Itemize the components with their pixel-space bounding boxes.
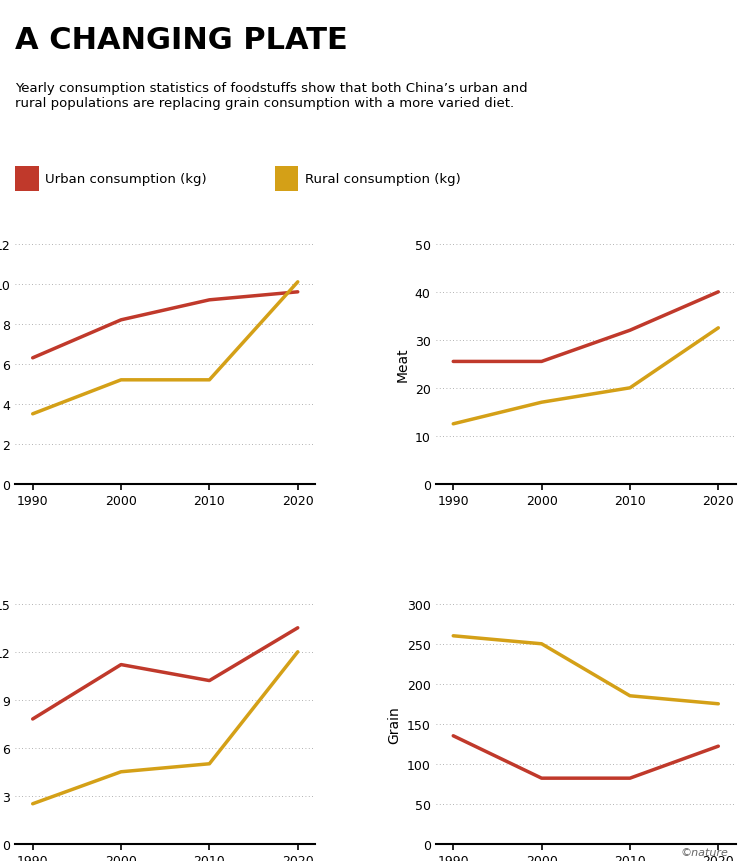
Text: Urban consumption (kg): Urban consumption (kg) [45, 173, 207, 186]
Y-axis label: Meat: Meat [395, 347, 409, 381]
Y-axis label: Grain: Grain [388, 705, 401, 743]
Text: Yearly consumption statistics of foodstuffs show that both China’s urban and
rur: Yearly consumption statistics of foodstu… [15, 82, 528, 110]
Text: Rural consumption (kg): Rural consumption (kg) [305, 173, 460, 186]
FancyBboxPatch shape [15, 167, 39, 191]
Text: A CHANGING PLATE: A CHANGING PLATE [15, 26, 348, 55]
FancyBboxPatch shape [275, 167, 298, 191]
Text: ©nature: ©nature [680, 846, 728, 857]
